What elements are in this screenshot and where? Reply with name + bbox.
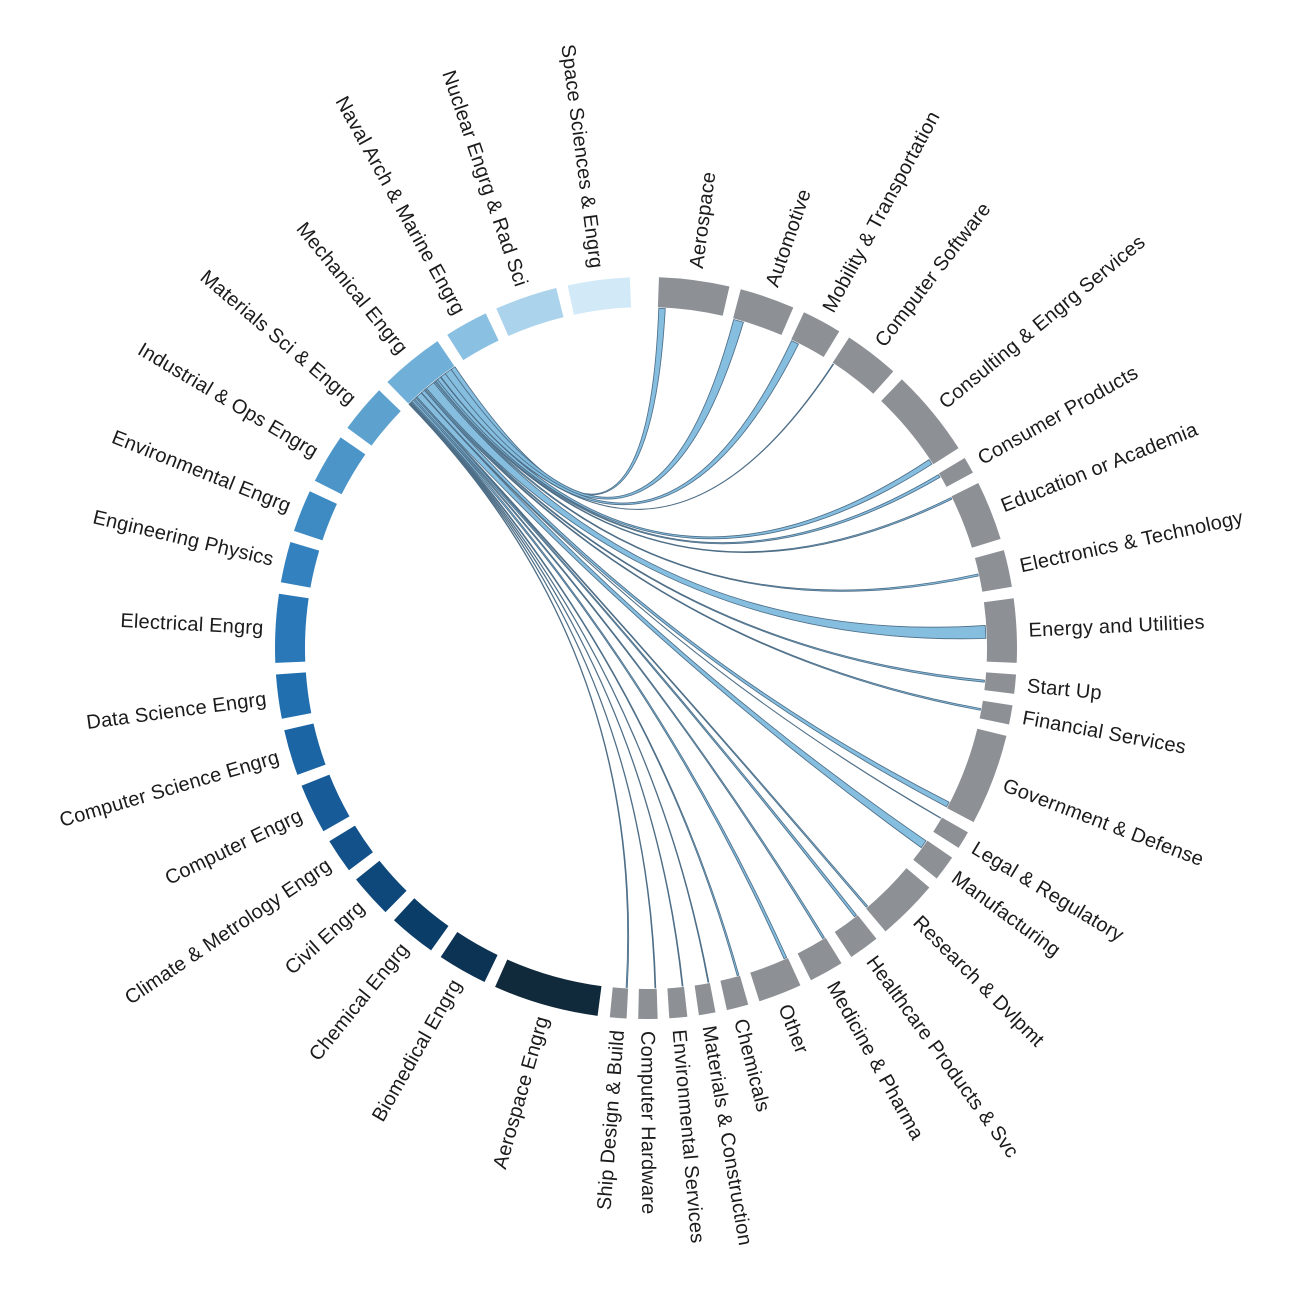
label-aerospace-engrg: Aerospace Engrg (489, 1014, 553, 1172)
arc-materials-and-construction (694, 982, 716, 1016)
arc-ship-design-and-build (609, 987, 629, 1019)
arc-aerospace (657, 277, 730, 316)
chord-mechanical-engrg-to-government-and-defense (421, 389, 950, 808)
arc-financial-services (979, 700, 1013, 725)
arc-start-up (984, 672, 1017, 694)
arc-computer-engrg (301, 774, 350, 832)
label-ship-design-and-build: Ship Design & Build (594, 1029, 629, 1211)
label-space-sciences-and-engrg: Space Sciences & Engrg (556, 43, 607, 270)
label-data-science-engrg: Data Science Engrg (85, 688, 268, 734)
chord-mechanical-engrg-to-mobility-and-transportation (440, 340, 799, 506)
arc-aerospace-engrg (495, 959, 602, 1016)
chord-mechanical-engrg-to-start-up (424, 387, 985, 683)
arc-naval-arch-and-marine-engrg (447, 313, 499, 361)
arc-healthcare-products-and-svc (834, 915, 877, 958)
label-computer-science-engrg: Computer Science Engrg (57, 746, 282, 831)
label-other: Other (773, 1001, 812, 1057)
arc-engineering-physics (280, 542, 320, 588)
arc-mobility-and-transportation (791, 312, 840, 357)
arc-energy-and-utilities (983, 598, 1017, 663)
arc-medicine-and-pharma (797, 937, 842, 981)
arc-computer-science-engrg (284, 723, 326, 775)
label-computer-software: Computer Software (871, 199, 995, 352)
chord-mechanical-engrg-to-ship-design-and-build (408, 403, 630, 988)
arc-other (750, 958, 801, 1002)
label-civil-engrg: Civil Engrg (281, 897, 369, 980)
chord-mechanical-engrg-to-healthcare-products-and-svc (414, 397, 857, 918)
arc-civil-engrg (356, 860, 407, 913)
chord-mechanical-engrg-to-manufacturing (416, 392, 927, 849)
chord-mechanical-engrg-to-financial-services (423, 388, 981, 711)
label-financial-services: Financial Services (1021, 707, 1188, 759)
chord-mechanical-engrg-to-legal-and-regulatory (420, 392, 942, 819)
arc-environmental-services (667, 986, 688, 1019)
arc-space-sciences-and-engrg (567, 277, 632, 315)
arc-electronics-and-technology (974, 550, 1012, 592)
chord-mechanical-engrg-to-environmental-services (409, 402, 684, 987)
chord-ribbons (408, 307, 987, 989)
label-computer-hardware: Computer Hardware (636, 1031, 659, 1215)
chord-mechanical-engrg-to-computer-hardware (409, 402, 657, 989)
chord-mechanical-engrg-to-research-and-dvlpmt (415, 396, 868, 908)
label-energy-and-utilities: Energy and Utilities (1028, 611, 1205, 641)
arc-computer-hardware (638, 988, 658, 1020)
arc-research-and-dvlpmt (866, 868, 930, 932)
chord-mechanical-engrg-to-electronics-and-technology (433, 381, 979, 592)
arc-manufacturing (913, 840, 953, 879)
chord-mechanical-engrg-to-materials-and-construction (410, 401, 710, 983)
arc-legal-and-regulatory (933, 817, 968, 848)
label-biomedical-engrg: Biomedical Engrg (368, 976, 466, 1126)
arc-consulting-and-engrg-services (881, 379, 959, 465)
label-start-up: Start Up (1026, 675, 1103, 704)
label-chemical-engrg: Chemical Engrg (305, 939, 414, 1065)
chord-mechanical-engrg-to-computer-software (439, 363, 834, 510)
group-arcs (275, 277, 1017, 1020)
label-automotive: Automotive (762, 186, 816, 290)
label-nuclear-engrg-and-rad-sci: Nuclear Engrg & Rad Sci (437, 68, 531, 290)
arc-nuclear-engrg-and-rad-sci (496, 288, 564, 336)
label-climate-and-metrology-engrg: Climate & Metrology Engrg (121, 854, 335, 1009)
label-chemicals: Chemicals (729, 1017, 774, 1115)
chord-mechanical-engrg-to-consulting-and-engrg-services (436, 376, 933, 540)
label-computer-engrg: Computer Engrg (162, 805, 306, 890)
chord-mechanical-engrg-to-education-or-academia (434, 380, 953, 553)
arc-industrial-and-ops-engrg (314, 437, 366, 495)
label-environmental-engrg: Environmental Engrg (109, 426, 294, 517)
chord-mechanical-engrg-to-chemicals (410, 401, 740, 976)
arc-automotive (733, 289, 794, 336)
chord-mechanical-engrg-to-medicine-and-pharma (412, 398, 825, 939)
arc-consumer-products (938, 458, 973, 487)
arc-government-and-defense (947, 728, 1007, 823)
arc-biomedical-engrg (440, 932, 498, 983)
chord-mechanical-engrg-to-energy-and-utilities (425, 382, 987, 640)
label-aerospace: Aerospace (686, 170, 721, 269)
arc-electrical-engrg (275, 593, 309, 663)
group-labels: Aerospace Automotive Mobility & Transporta… (57, 43, 1245, 1247)
label-environmental-services: Environmental Services (668, 1029, 709, 1245)
label-government-and-defense: Government & Defense (1000, 775, 1207, 871)
chord-mechanical-engrg-to-consumer-products (435, 379, 941, 545)
arc-chemical-engrg (393, 898, 449, 951)
label-mechanical-engrg: Mechanical Engrg (292, 218, 412, 358)
arc-materials-sci-and-engrg (347, 390, 401, 446)
arc-computer-software (832, 337, 894, 394)
label-electronics-and-technology: Electronics & Technology (1018, 507, 1245, 577)
arc-climate-and-metrology-engrg (329, 825, 373, 871)
arc-environmental-engrg (293, 491, 337, 541)
chord-mechanical-engrg-to-other (411, 399, 788, 960)
arc-chemicals (720, 975, 749, 1011)
arc-data-science-engrg (275, 672, 312, 719)
label-engineering-physics: Engineering Physics (91, 506, 276, 570)
label-electrical-engrg: Electrical Engrg (120, 610, 264, 639)
chord-mechanical-engrg-to-automotive (444, 319, 744, 500)
arc-education-or-academia (951, 483, 1001, 548)
arc-mechanical-engrg (387, 341, 455, 404)
